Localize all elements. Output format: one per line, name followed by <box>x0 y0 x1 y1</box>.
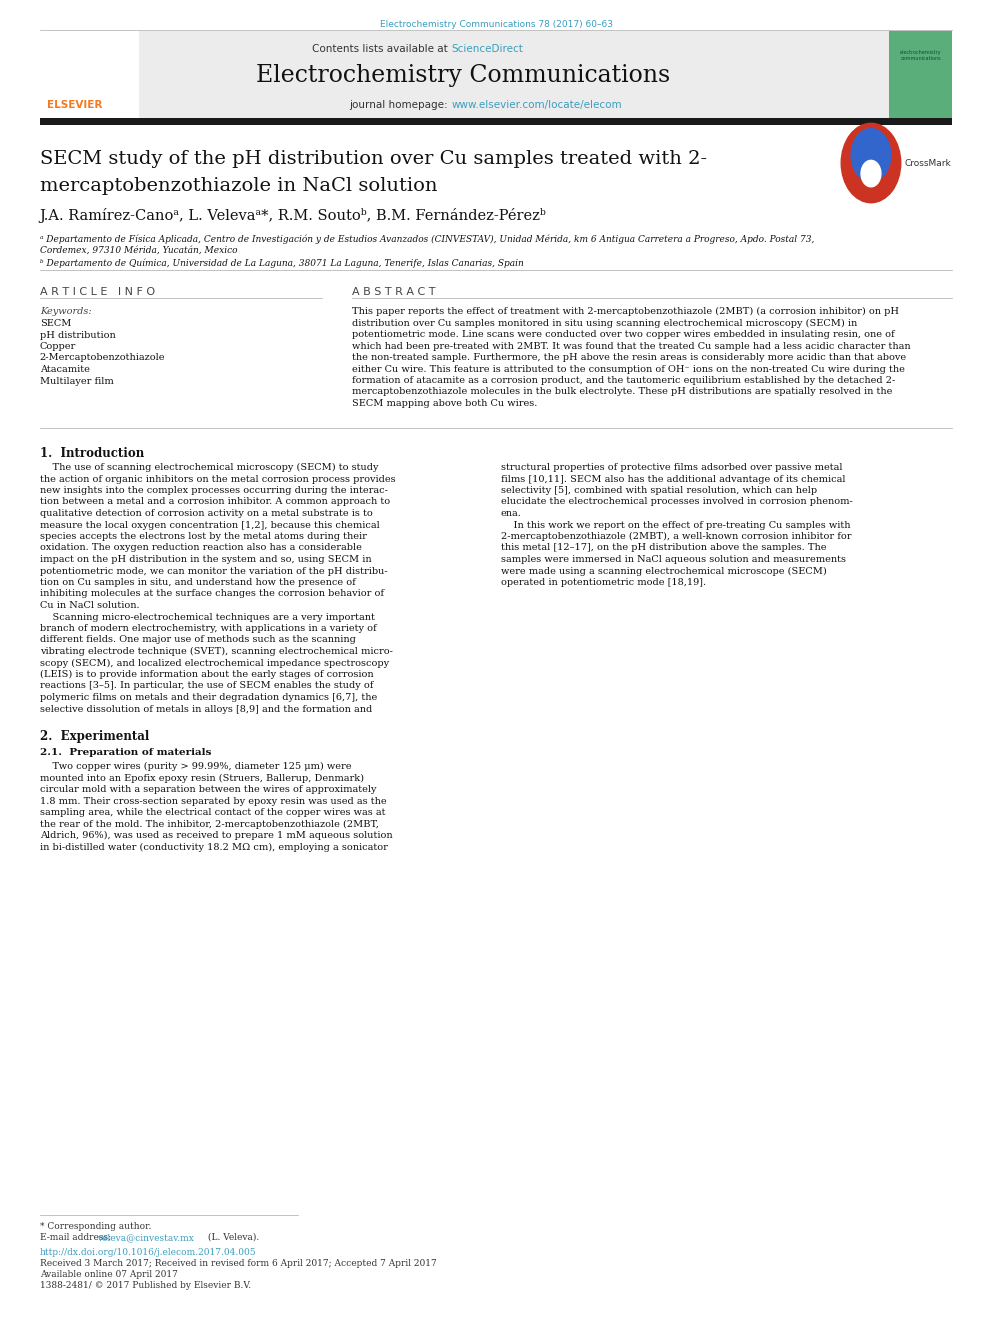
Text: A B S T R A C T: A B S T R A C T <box>352 287 435 296</box>
Text: ELSEVIER: ELSEVIER <box>47 101 102 110</box>
Text: qualitative detection of corrosion activity on a metal substrate is to: qualitative detection of corrosion activ… <box>40 509 372 519</box>
Text: Cordemex, 97310 Mérida, Yucatán, Mexico: Cordemex, 97310 Mérida, Yucatán, Mexico <box>40 246 237 255</box>
Text: CrossMark: CrossMark <box>905 159 951 168</box>
Text: J.A. Ramírez-Canoᵃ, L. Velevaᵃ*, R.M. Soutoᵇ, B.M. Fernández-Pérezᵇ: J.A. Ramírez-Canoᵃ, L. Velevaᵃ*, R.M. So… <box>40 208 547 224</box>
Text: (L. Veleva).: (L. Veleva). <box>205 1233 260 1242</box>
Text: veleva@cinvestav.mx: veleva@cinvestav.mx <box>97 1233 194 1242</box>
Text: electrochemistry
communications: electrochemistry communications <box>900 50 941 61</box>
Text: structural properties of protective films adsorbed over passive metal: structural properties of protective film… <box>501 463 842 472</box>
Text: the non-treated sample. Furthermore, the pH above the resin areas is considerabl: the non-treated sample. Furthermore, the… <box>352 353 907 363</box>
Text: http://dx.doi.org/10.1016/j.elecom.2017.04.005: http://dx.doi.org/10.1016/j.elecom.2017.… <box>40 1248 256 1257</box>
Text: Scanning micro-electrochemical techniques are a very important: Scanning micro-electrochemical technique… <box>40 613 375 622</box>
Circle shape <box>851 128 891 181</box>
Text: Atacamite: Atacamite <box>40 365 89 374</box>
Bar <box>40 118 952 124</box>
Text: SECM mapping above both Cu wires.: SECM mapping above both Cu wires. <box>352 400 538 407</box>
Text: reactions [3–5]. In particular, the use of SECM enables the study of: reactions [3–5]. In particular, the use … <box>40 681 373 691</box>
Bar <box>40 30 889 118</box>
Text: in bi-distilled water (conductivity 18.2 MΩ cm), employing a sonicator: in bi-distilled water (conductivity 18.2… <box>40 843 388 852</box>
Text: In this work we report on the effect of pre-treating Cu samples with: In this work we report on the effect of … <box>501 520 850 529</box>
Circle shape <box>841 123 901 202</box>
Text: Aldrich, 96%), was used as received to prepare 1 mM aqueous solution: Aldrich, 96%), was used as received to p… <box>40 831 392 840</box>
Text: Received 3 March 2017; Received in revised form 6 April 2017; Accepted 7 April 2: Received 3 March 2017; Received in revis… <box>40 1259 436 1267</box>
Text: A R T I C L E   I N F O: A R T I C L E I N F O <box>40 287 155 296</box>
Text: formation of atacamite as a corrosion product, and the tautomeric equilibrium es: formation of atacamite as a corrosion pr… <box>352 376 896 385</box>
Text: Cu in NaCl solution.: Cu in NaCl solution. <box>40 601 139 610</box>
Text: either Cu wire. This feature is attributed to the consumption of OH⁻ ions on the: either Cu wire. This feature is attribut… <box>352 365 905 373</box>
Text: Two copper wires (purity > 99.99%, diameter 125 μm) were: Two copper wires (purity > 99.99%, diame… <box>40 762 351 771</box>
Circle shape <box>861 160 881 187</box>
Text: tion on Cu samples in situ, and understand how the presence of: tion on Cu samples in situ, and understa… <box>40 578 355 587</box>
Text: 2.1.  Preparation of materials: 2.1. Preparation of materials <box>40 747 211 757</box>
Text: oxidation. The oxygen reduction reaction also has a considerable: oxidation. The oxygen reduction reaction… <box>40 544 361 553</box>
Text: elucidate the electrochemical processes involved in corrosion phenom-: elucidate the electrochemical processes … <box>501 497 853 507</box>
Text: 1.  Introduction: 1. Introduction <box>40 447 144 460</box>
Text: The use of scanning electrochemical microscopy (SECM) to study: The use of scanning electrochemical micr… <box>40 463 378 472</box>
Text: Copper: Copper <box>40 343 76 351</box>
Text: inhibiting molecules at the surface changes the corrosion behavior of: inhibiting molecules at the surface chan… <box>40 590 384 598</box>
Text: ᵃ Departamento de Física Aplicada, Centro de Investigación y de Estudios Avanzad: ᵃ Departamento de Física Aplicada, Centr… <box>40 234 814 243</box>
Text: Keywords:: Keywords: <box>40 307 91 316</box>
Text: mercaptobenzothiazole in NaCl solution: mercaptobenzothiazole in NaCl solution <box>40 177 437 194</box>
Bar <box>889 30 952 118</box>
Text: branch of modern electrochemistry, with applications in a variety of: branch of modern electrochemistry, with … <box>40 624 376 632</box>
Text: this metal [12–17], on the pH distribution above the samples. The: this metal [12–17], on the pH distributi… <box>501 544 826 553</box>
Text: 2-Mercaptobenzothiazole: 2-Mercaptobenzothiazole <box>40 353 166 363</box>
Text: pH distribution: pH distribution <box>40 331 115 340</box>
Text: species accepts the electrons lost by the metal atoms during their: species accepts the electrons lost by th… <box>40 532 367 541</box>
Text: Contents lists available at: Contents lists available at <box>312 44 451 54</box>
Text: SECM: SECM <box>40 319 71 328</box>
Text: Electrochemistry Communications: Electrochemistry Communications <box>256 64 671 87</box>
Bar <box>40 30 139 118</box>
Text: distribution over Cu samples monitored in situ using scanning electrochemical mi: distribution over Cu samples monitored i… <box>352 319 857 328</box>
Text: operated in potentiometric mode [18,19].: operated in potentiometric mode [18,19]. <box>501 578 706 587</box>
Text: new insights into the complex processes occurring during the interac-: new insights into the complex processes … <box>40 486 388 495</box>
Text: 1.8 mm. Their cross-section separated by epoxy resin was used as the: 1.8 mm. Their cross-section separated by… <box>40 796 386 806</box>
Text: 1388-2481/ © 2017 Published by Elsevier B.V.: 1388-2481/ © 2017 Published by Elsevier … <box>40 1281 251 1290</box>
Text: selectivity [5], combined with spatial resolution, which can help: selectivity [5], combined with spatial r… <box>501 486 817 495</box>
Text: ᵇ Departamento de Química, Universidad de La Laguna, 38071 La Laguna, Tenerife, : ᵇ Departamento de Química, Universidad d… <box>40 258 524 267</box>
Text: mounted into an Epofix epoxy resin (Struers, Ballerup, Denmark): mounted into an Epofix epoxy resin (Stru… <box>40 774 364 783</box>
Text: tion between a metal and a corrosion inhibitor. A common approach to: tion between a metal and a corrosion inh… <box>40 497 390 507</box>
Text: * Corresponding author.: * Corresponding author. <box>40 1222 151 1230</box>
Text: which had been pre-treated with 2MBT. It was found that the treated Cu sample ha: which had been pre-treated with 2MBT. It… <box>352 341 911 351</box>
Text: the rear of the mold. The inhibitor, 2-mercaptobenzothiazole (2MBT,: the rear of the mold. The inhibitor, 2-m… <box>40 819 379 828</box>
Text: measure the local oxygen concentration [1,2], because this chemical: measure the local oxygen concentration [… <box>40 520 379 529</box>
Text: sampling area, while the electrical contact of the copper wires was at: sampling area, while the electrical cont… <box>40 808 385 818</box>
Text: E-mail address:: E-mail address: <box>40 1233 114 1242</box>
Text: polymeric films on metals and their degradation dynamics [6,7], the: polymeric films on metals and their degr… <box>40 693 377 703</box>
Text: This paper reports the effect of treatment with 2-mercaptobenzothiazole (2MBT) (: This paper reports the effect of treatme… <box>352 307 899 316</box>
Text: mercaptobenzothiazole molecules in the bulk electrolyte. These pH distributions : mercaptobenzothiazole molecules in the b… <box>352 388 893 397</box>
Text: selective dissolution of metals in alloys [8,9] and the formation and: selective dissolution of metals in alloy… <box>40 705 372 713</box>
Text: vibrating electrode technique (SVET), scanning electrochemical micro-: vibrating electrode technique (SVET), sc… <box>40 647 393 656</box>
Text: impact on the pH distribution in the system and so, using SECM in: impact on the pH distribution in the sys… <box>40 556 371 564</box>
Text: were made using a scanning electrochemical microscope (SECM): were made using a scanning electrochemic… <box>501 566 826 576</box>
Text: 2.  Experimental: 2. Experimental <box>40 730 149 744</box>
Text: circular mold with a separation between the wires of approximately: circular mold with a separation between … <box>40 785 376 794</box>
Text: ScienceDirect: ScienceDirect <box>451 44 523 54</box>
Text: Electrochemistry Communications 78 (2017) 60–63: Electrochemistry Communications 78 (2017… <box>380 20 612 29</box>
Text: different fields. One major use of methods such as the scanning: different fields. One major use of metho… <box>40 635 355 644</box>
Text: scopy (SECM), and localized electrochemical impedance spectroscopy: scopy (SECM), and localized electrochemi… <box>40 659 389 668</box>
Text: potentiometric mode, we can monitor the variation of the pH distribu-: potentiometric mode, we can monitor the … <box>40 566 387 576</box>
Text: potentiometric mode. Line scans were conducted over two copper wires embedded in: potentiometric mode. Line scans were con… <box>352 329 895 339</box>
Text: the action of organic inhibitors on the metal corrosion process provides: the action of organic inhibitors on the … <box>40 475 395 483</box>
Text: SECM study of the pH distribution over Cu samples treated with 2-: SECM study of the pH distribution over C… <box>40 149 707 168</box>
Text: www.elsevier.com/locate/elecom: www.elsevier.com/locate/elecom <box>451 101 622 110</box>
Text: (LEIS) is to provide information about the early stages of corrosion: (LEIS) is to provide information about t… <box>40 669 373 679</box>
Text: journal homepage:: journal homepage: <box>349 101 451 110</box>
Text: 2-mercaptobenzothiazole (2MBT), a well-known corrosion inhibitor for: 2-mercaptobenzothiazole (2MBT), a well-k… <box>501 532 851 541</box>
Text: ena.: ena. <box>501 509 522 519</box>
Text: samples were immersed in NaCl aqueous solution and measurements: samples were immersed in NaCl aqueous so… <box>501 556 846 564</box>
Text: films [10,11]. SECM also has the additional advantage of its chemical: films [10,11]. SECM also has the additio… <box>501 475 845 483</box>
Text: Available online 07 April 2017: Available online 07 April 2017 <box>40 1270 178 1279</box>
Text: Multilayer film: Multilayer film <box>40 377 113 385</box>
